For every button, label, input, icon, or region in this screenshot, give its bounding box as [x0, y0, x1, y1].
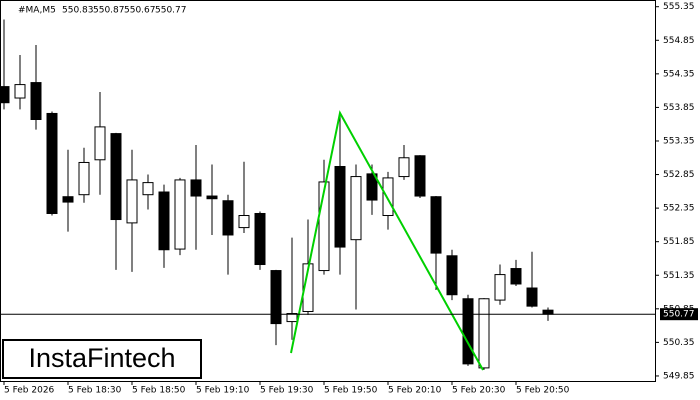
candle-body — [302, 263, 314, 313]
header-close: 550.77 — [155, 6, 187, 16]
candle-body — [398, 157, 410, 178]
y-tick-label: 553.85 — [663, 103, 695, 113]
candle-body — [270, 270, 282, 325]
x-tick-label: 5 Feb 20:50 — [516, 386, 570, 396]
candle-body — [206, 195, 218, 200]
candle-body — [334, 165, 346, 248]
candle-body — [446, 255, 458, 296]
logo: InstaFintech — [28, 343, 175, 373]
candle-body — [478, 298, 490, 369]
price-label: 550.77 — [663, 310, 695, 320]
price-label-box — [660, 308, 698, 321]
x-tick-label: 5 Feb 18:30 — [68, 386, 122, 396]
y-tick-label: 554.85 — [663, 36, 695, 46]
candle-body — [366, 173, 378, 201]
candle-body — [62, 196, 74, 203]
y-tick-label: 550.35 — [663, 338, 695, 348]
x-tick-label: 5 Feb 18:50 — [132, 386, 186, 396]
y-tick-label: 554.35 — [663, 69, 695, 79]
y-tick-label: 551.35 — [663, 271, 695, 281]
y-tick-label: 552.85 — [663, 170, 695, 180]
candle-body — [174, 179, 186, 250]
candle-body — [46, 112, 58, 214]
candle-body — [430, 196, 442, 254]
header-open: 550.83 — [62, 6, 94, 16]
pattern-line — [290, 110, 484, 371]
candle-body — [78, 161, 90, 196]
candle-body — [542, 309, 554, 315]
y-tick-label: 555.35 — [663, 2, 695, 12]
candle-body — [526, 287, 538, 307]
header-low: 550.67 — [124, 6, 156, 16]
candle-body — [318, 181, 330, 272]
candle-body — [510, 268, 522, 285]
symbol: #MA,M5 — [18, 6, 56, 16]
candle-body — [222, 200, 234, 236]
header-high: 550.87 — [93, 6, 125, 16]
candle-body — [0, 86, 10, 104]
candle-body — [126, 179, 138, 224]
candle-body — [142, 182, 154, 196]
x-tick-label: 5 Feb 19:30 — [260, 386, 314, 396]
candle-body — [158, 191, 170, 251]
candle-body — [462, 298, 474, 365]
x-tick-label: 5 Feb 20:30 — [452, 386, 506, 396]
x-tick-label: 5 Feb 19:10 — [196, 386, 250, 396]
candles — [0, 19, 554, 370]
x-tick-label: 5 Feb 2026 — [4, 386, 55, 396]
candle-body — [30, 82, 42, 121]
y-tick-label: 551.85 — [663, 237, 695, 247]
candle-body — [110, 133, 122, 221]
y-tick-label: 552.35 — [663, 204, 695, 214]
y-tick-label: 549.85 — [663, 371, 695, 381]
candle-body — [494, 274, 506, 301]
candle-body — [238, 215, 250, 229]
candle-body — [286, 313, 298, 323]
candle-body — [350, 176, 362, 241]
candle-body — [382, 177, 394, 217]
x-tick-label: 5 Feb 19:50 — [324, 386, 378, 396]
logo-box — [2, 339, 202, 379]
candle-body — [94, 126, 106, 161]
plot-frame — [0, 0, 656, 382]
candle-body — [190, 179, 202, 197]
candle-body — [414, 155, 426, 197]
y-tick-label: 553.35 — [663, 136, 695, 146]
candle-body — [254, 212, 266, 266]
x-tick-label: 5 Feb 20:10 — [388, 386, 442, 396]
candle-body — [14, 84, 26, 99]
